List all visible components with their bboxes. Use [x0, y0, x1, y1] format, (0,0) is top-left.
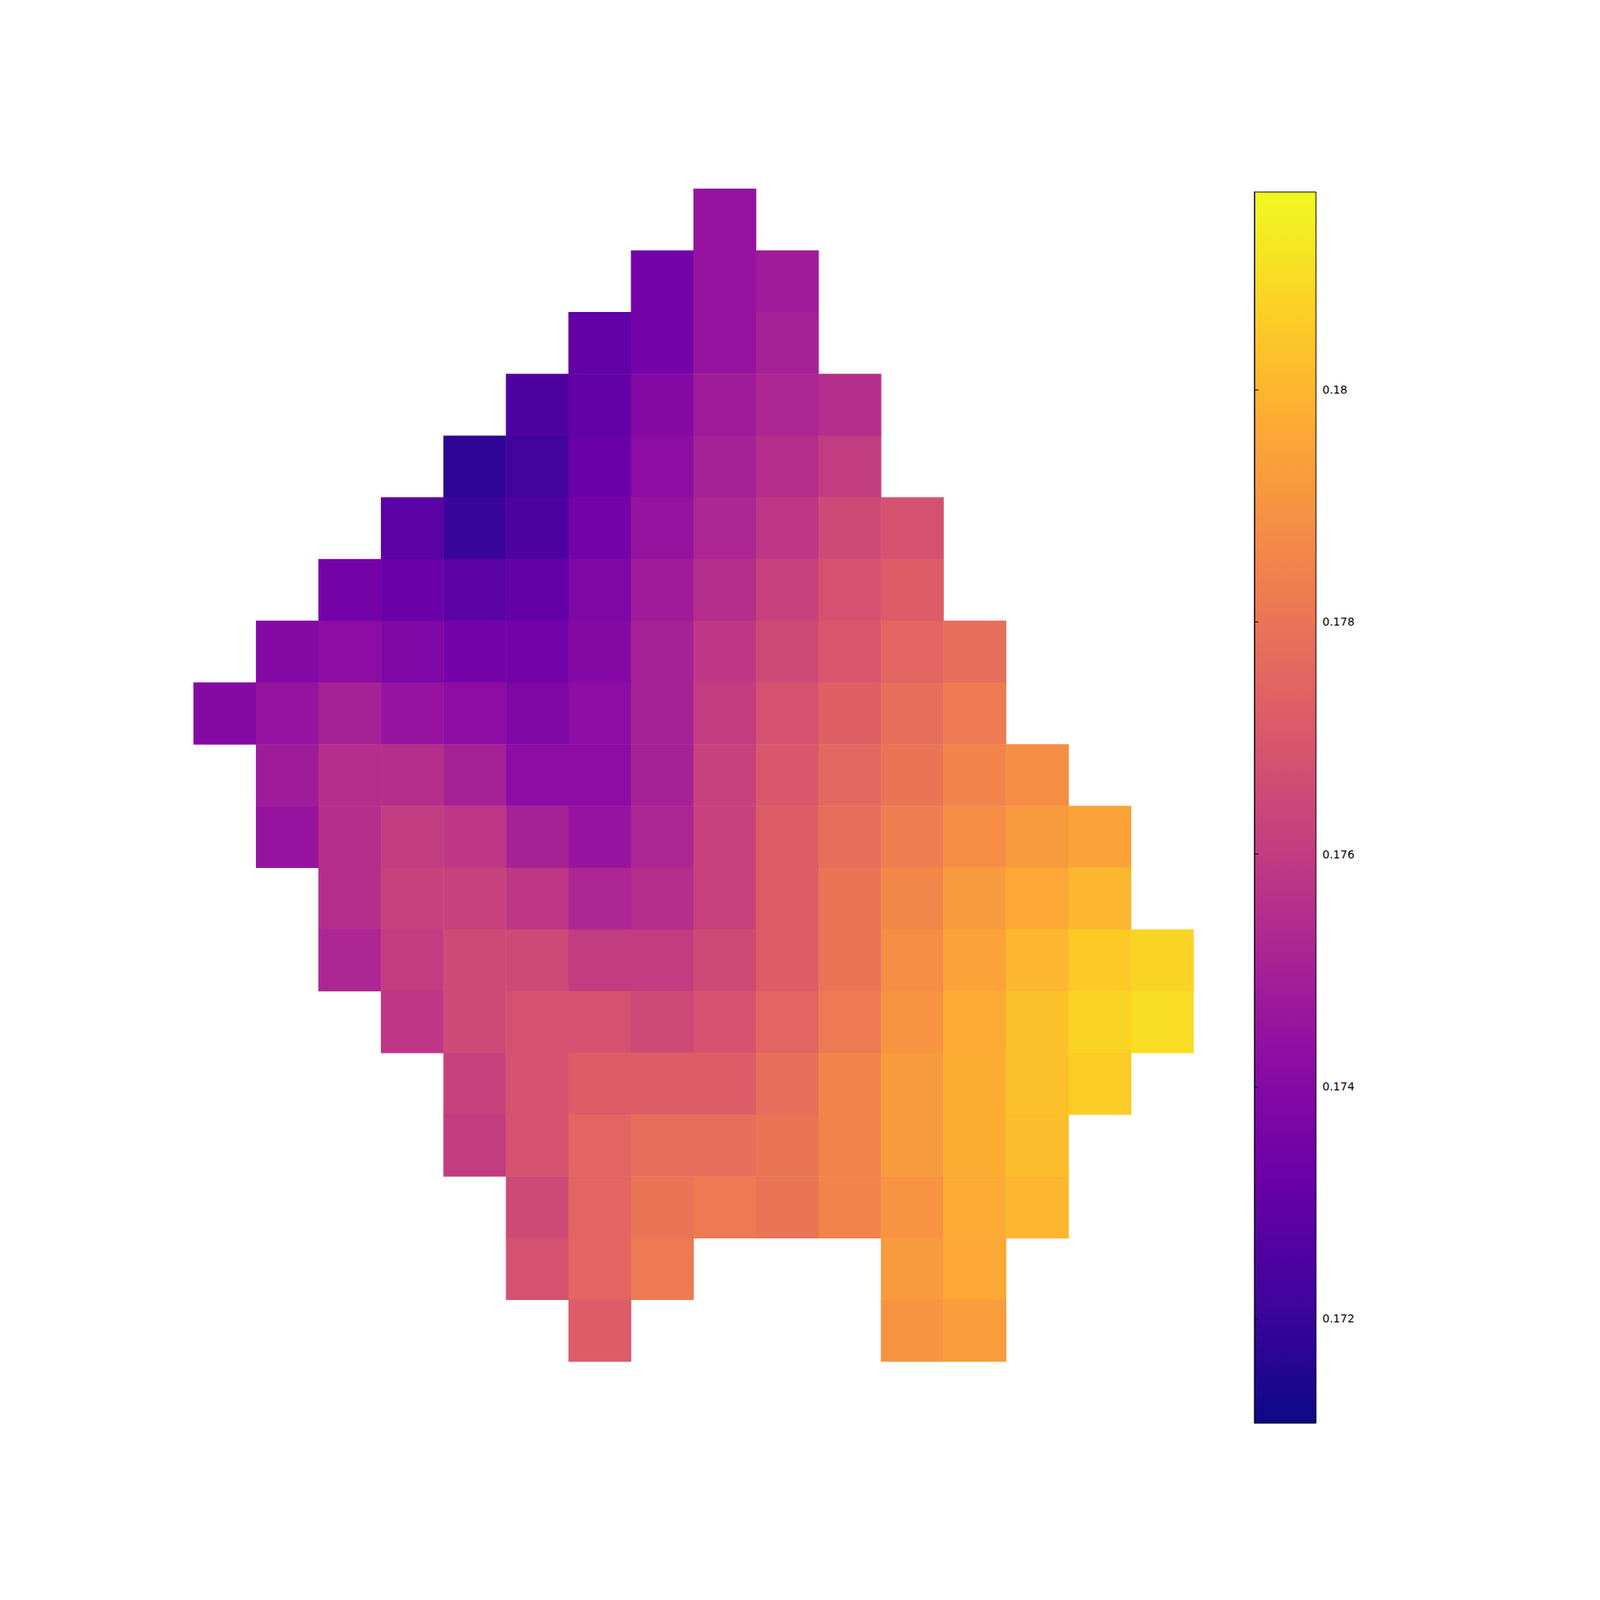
svg-text:0.174: 0.174: [1322, 1080, 1355, 1093]
svg-text:0.172: 0.172: [1322, 1312, 1355, 1325]
svg-text:0.178: 0.178: [1322, 615, 1355, 628]
svg-text:0.176: 0.176: [1322, 848, 1355, 861]
svg-text:0.18: 0.18: [1322, 383, 1348, 396]
